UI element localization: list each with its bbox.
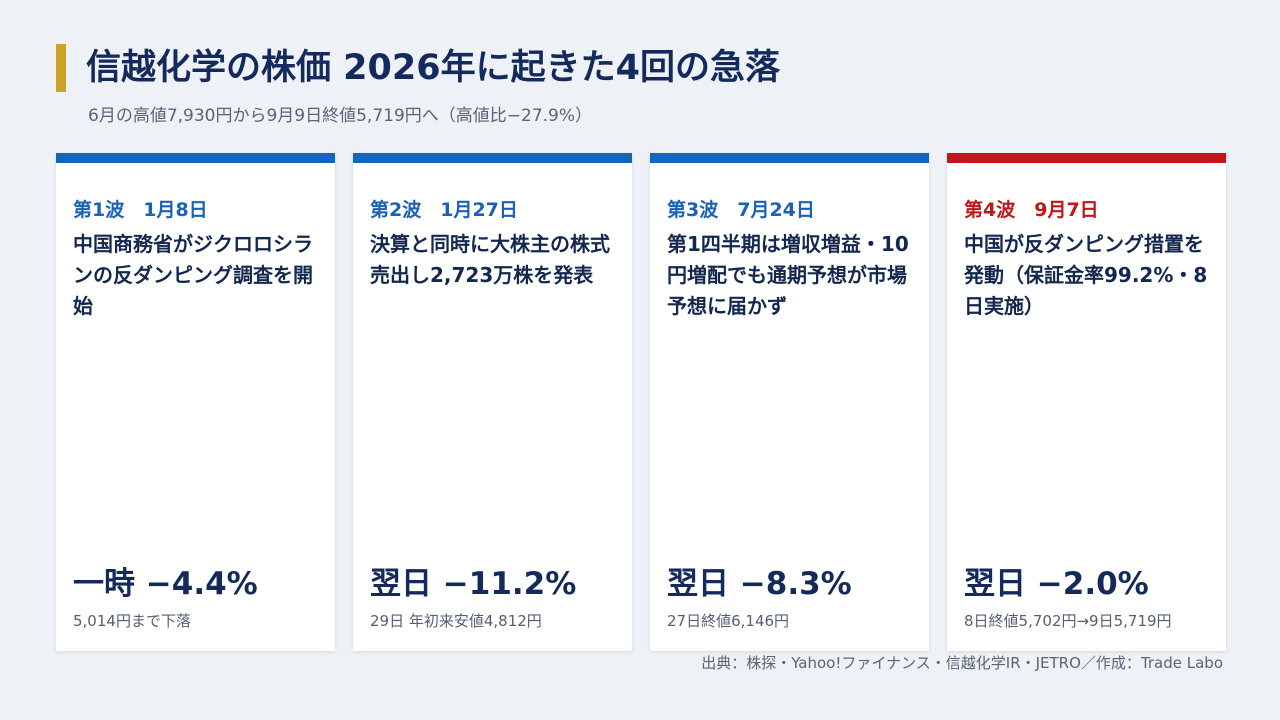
wave-card-4: 第4波 9月7日 中国が反ダンピング措置を発動（保証金率99.2%・8日実施） … xyxy=(947,153,1226,651)
wave-cards: 第1波 1月8日 中国商務省がジクロロシランの反ダンピング調査を開始 一時 −4… xyxy=(56,153,1226,651)
wave-date: 第4波 9月7日 xyxy=(964,199,1099,221)
wave-date: 第1波 1月8日 xyxy=(73,199,208,221)
wave-description: 中国商務省がジクロロシランの反ダンピング調査を開始 xyxy=(73,232,313,318)
wave-note: 29日 年初来安値4,812円 xyxy=(370,612,542,630)
wave-note: 27日終値6,146円 xyxy=(667,612,790,630)
source-credit: 出典：株探・Yahoo!ファイナンス・信越化学IR・JETRO／作成：Trade… xyxy=(701,654,1223,672)
wave-impact: 一時 −4.4% xyxy=(73,566,258,602)
wave-impact: 翌日 −2.0% xyxy=(964,566,1149,602)
title-accent-bar xyxy=(56,44,66,92)
wave-card-2: 第2波 1月27日 決算と同時に大株主の株式売出し2,723万株を発表 翌日 −… xyxy=(353,153,632,651)
wave-note: 5,014円まで下落 xyxy=(73,612,191,630)
wave-date: 第3波 7月24日 xyxy=(667,199,815,221)
wave-date: 第2波 1月27日 xyxy=(370,199,518,221)
wave-card-3: 第3波 7月24日 第1四半期は増収増益・10円増配でも通期予想が市場予想に届か… xyxy=(650,153,929,651)
wave-description: 第1四半期は増収増益・10円増配でも通期予想が市場予想に届かず xyxy=(667,232,909,318)
wave-impact: 翌日 −8.3% xyxy=(667,566,852,602)
wave-note: 8日終値5,702円→9日5,719円 xyxy=(964,612,1172,630)
page-title: 信越化学の株価 2026年に起きた4回の急落 xyxy=(86,48,780,88)
wave-impact: 翌日 −11.2% xyxy=(370,566,577,602)
wave-description: 決算と同時に大株主の株式売出し2,723万株を発表 xyxy=(370,232,610,287)
wave-card-1: 第1波 1月8日 中国商務省がジクロロシランの反ダンピング調査を開始 一時 −4… xyxy=(56,153,335,651)
page-subtitle: 6月の高値7,930円から9月9日終値5,719円へ（高値比−27.9%） xyxy=(88,106,593,126)
wave-description: 中国が反ダンピング措置を発動（保証金率99.2%・8日実施） xyxy=(964,232,1208,318)
